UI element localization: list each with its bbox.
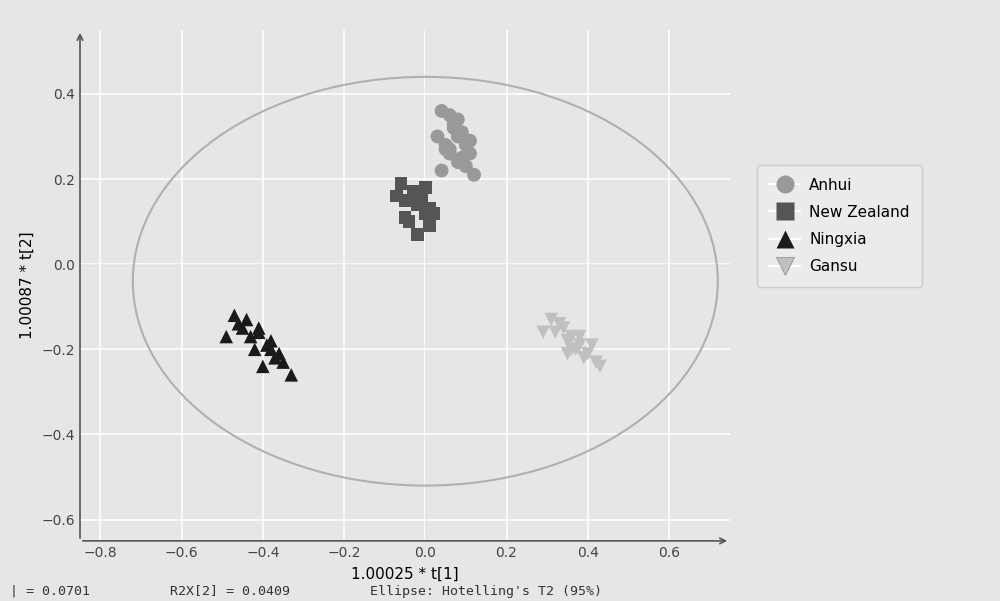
Point bbox=[251, 328, 267, 337]
Point bbox=[438, 144, 454, 154]
Point bbox=[230, 319, 246, 329]
Point bbox=[417, 183, 433, 192]
Point bbox=[466, 170, 482, 180]
Point bbox=[454, 153, 470, 163]
Point bbox=[430, 132, 446, 141]
Point bbox=[263, 344, 279, 354]
Point bbox=[535, 328, 551, 337]
Point bbox=[275, 357, 291, 367]
Point bbox=[560, 349, 576, 358]
Point bbox=[405, 187, 421, 197]
Point bbox=[584, 340, 600, 350]
Point bbox=[409, 230, 425, 239]
Point bbox=[462, 136, 478, 145]
Point bbox=[576, 353, 592, 362]
Point bbox=[572, 340, 588, 350]
Point bbox=[417, 209, 433, 218]
Y-axis label: 1.00087 * t[2]: 1.00087 * t[2] bbox=[20, 231, 35, 340]
Point bbox=[442, 144, 458, 154]
Point bbox=[588, 357, 604, 367]
Point bbox=[401, 217, 417, 227]
Point bbox=[454, 127, 470, 137]
Point bbox=[218, 332, 234, 341]
Point bbox=[592, 362, 608, 371]
Point bbox=[434, 166, 450, 175]
Point bbox=[389, 191, 405, 201]
Point bbox=[259, 340, 275, 350]
Point bbox=[446, 119, 462, 129]
Legend: Anhui, New Zealand, Ningxia, Gansu: Anhui, New Zealand, Ningxia, Gansu bbox=[757, 165, 922, 287]
Point bbox=[458, 140, 474, 150]
Point bbox=[413, 195, 429, 205]
Point bbox=[551, 319, 567, 329]
Point bbox=[251, 323, 267, 333]
Point bbox=[397, 213, 413, 222]
Point bbox=[450, 157, 466, 167]
Text: | = 0.0701          R2X[2] = 0.0409          Ellipse: Hotelling's T2 (95%): | = 0.0701 R2X[2] = 0.0409 Ellipse: Hote… bbox=[10, 585, 602, 598]
Point bbox=[543, 315, 559, 325]
Point bbox=[572, 332, 588, 341]
Point bbox=[442, 111, 458, 120]
Point bbox=[409, 200, 425, 209]
X-axis label: 1.00025 * t[1]: 1.00025 * t[1] bbox=[351, 567, 459, 582]
Point bbox=[425, 209, 441, 218]
Point bbox=[446, 123, 462, 133]
Point bbox=[450, 132, 466, 141]
Point bbox=[421, 221, 437, 231]
Point bbox=[434, 106, 450, 116]
Point bbox=[458, 162, 474, 171]
Point bbox=[397, 195, 413, 205]
Point bbox=[564, 344, 580, 354]
Point bbox=[555, 323, 571, 333]
Point bbox=[263, 336, 279, 346]
Point bbox=[438, 140, 454, 150]
Point bbox=[568, 344, 584, 354]
Point bbox=[393, 178, 409, 188]
Point bbox=[255, 362, 271, 371]
Point bbox=[421, 204, 437, 214]
Point bbox=[247, 344, 263, 354]
Point bbox=[243, 332, 259, 341]
Point bbox=[547, 328, 563, 337]
Point bbox=[462, 148, 478, 158]
Point bbox=[442, 148, 458, 158]
Point bbox=[564, 332, 580, 341]
Point bbox=[226, 311, 242, 320]
Point bbox=[267, 353, 283, 362]
Point bbox=[234, 323, 250, 333]
Point bbox=[450, 115, 466, 124]
Point bbox=[271, 349, 287, 358]
Point bbox=[580, 349, 596, 358]
Point bbox=[560, 336, 576, 346]
Point bbox=[283, 370, 299, 380]
Point bbox=[239, 315, 255, 325]
